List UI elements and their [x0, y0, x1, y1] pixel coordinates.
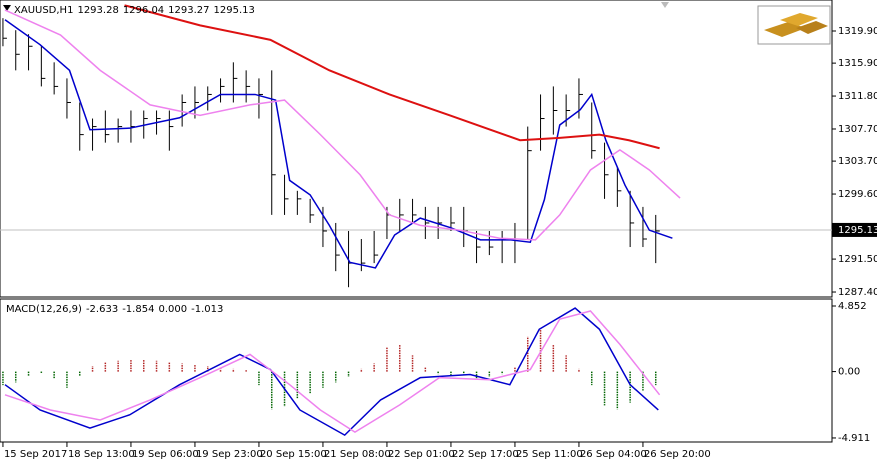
- x-tick-label: 18 Sep 13:00: [68, 449, 135, 460]
- header-value: -2.633: [86, 304, 118, 315]
- header-value: 1293.27: [168, 5, 209, 16]
- y-tick-label: 1299.60: [838, 189, 877, 200]
- price-panel: [0, 0, 833, 298]
- x-tick-label: 26 Sep 20:00: [644, 449, 711, 460]
- x-tick-label: 22 Sep 17:00: [452, 449, 519, 460]
- menu-arrow: [3, 5, 11, 11]
- x-tick-label: 20 Sep 15:00: [260, 449, 327, 460]
- y-tick-label: 1287.40: [838, 287, 877, 298]
- panel-title: XAUUSD,H1: [14, 5, 73, 16]
- y-tick-label: 1315.90: [838, 58, 877, 69]
- y-tick-label: 1319.90: [838, 26, 877, 37]
- x-tick-label: 19 Sep 06:00: [132, 449, 199, 460]
- header-value: -1.854: [122, 304, 154, 315]
- x-tick-label: 21 Sep 08:00: [324, 449, 391, 460]
- header-value: 1295.13: [214, 5, 255, 16]
- macd-panel: [0, 298, 833, 443]
- current-price-box: [832, 222, 877, 237]
- panel-header: XAUUSD,H1 1293.28 1296.04 1293.27 1295.13: [14, 5, 255, 16]
- indicator-line: [4, 9, 681, 241]
- x-tick-label: 25 Sep 11:00: [516, 449, 583, 460]
- panel-header: MACD(12,26,9) -2.633 -1.854 0.000 -1.013: [6, 304, 223, 315]
- y-tick-label: -4.911: [838, 433, 870, 444]
- y-tick-label: 4.852: [838, 301, 867, 312]
- indicator-line: [4, 307, 659, 437]
- x-tick-label: 19 Sep 23:00: [196, 449, 263, 460]
- indicator-line: [4, 19, 673, 269]
- y-tick-label: 1307.70: [838, 124, 877, 135]
- current-price-label: 1295.13: [838, 225, 877, 236]
- panel-title: MACD(12,26,9): [6, 304, 82, 315]
- y-tick-label: 1311.80: [838, 91, 877, 102]
- scroll-marker: [661, 2, 669, 8]
- x-tick-label: 15 Sep 2017: [4, 449, 67, 460]
- y-tick-label: 0.00: [838, 367, 860, 378]
- header-value: -1.013: [191, 304, 223, 315]
- y-tick-label: 1303.70: [838, 156, 877, 167]
- header-value: 1293.28: [77, 5, 118, 16]
- y-tick-label: 1291.50: [838, 254, 877, 265]
- indicator-line: [124, 4, 660, 150]
- header-value: 1296.04: [123, 5, 164, 16]
- gold-icon: [757, 5, 831, 45]
- x-tick-label: 22 Sep 01:00: [388, 449, 455, 460]
- x-tick-label: 26 Sep 04:00: [580, 449, 647, 460]
- indicator-line: [4, 310, 661, 434]
- header-value: 0.000: [158, 304, 187, 315]
